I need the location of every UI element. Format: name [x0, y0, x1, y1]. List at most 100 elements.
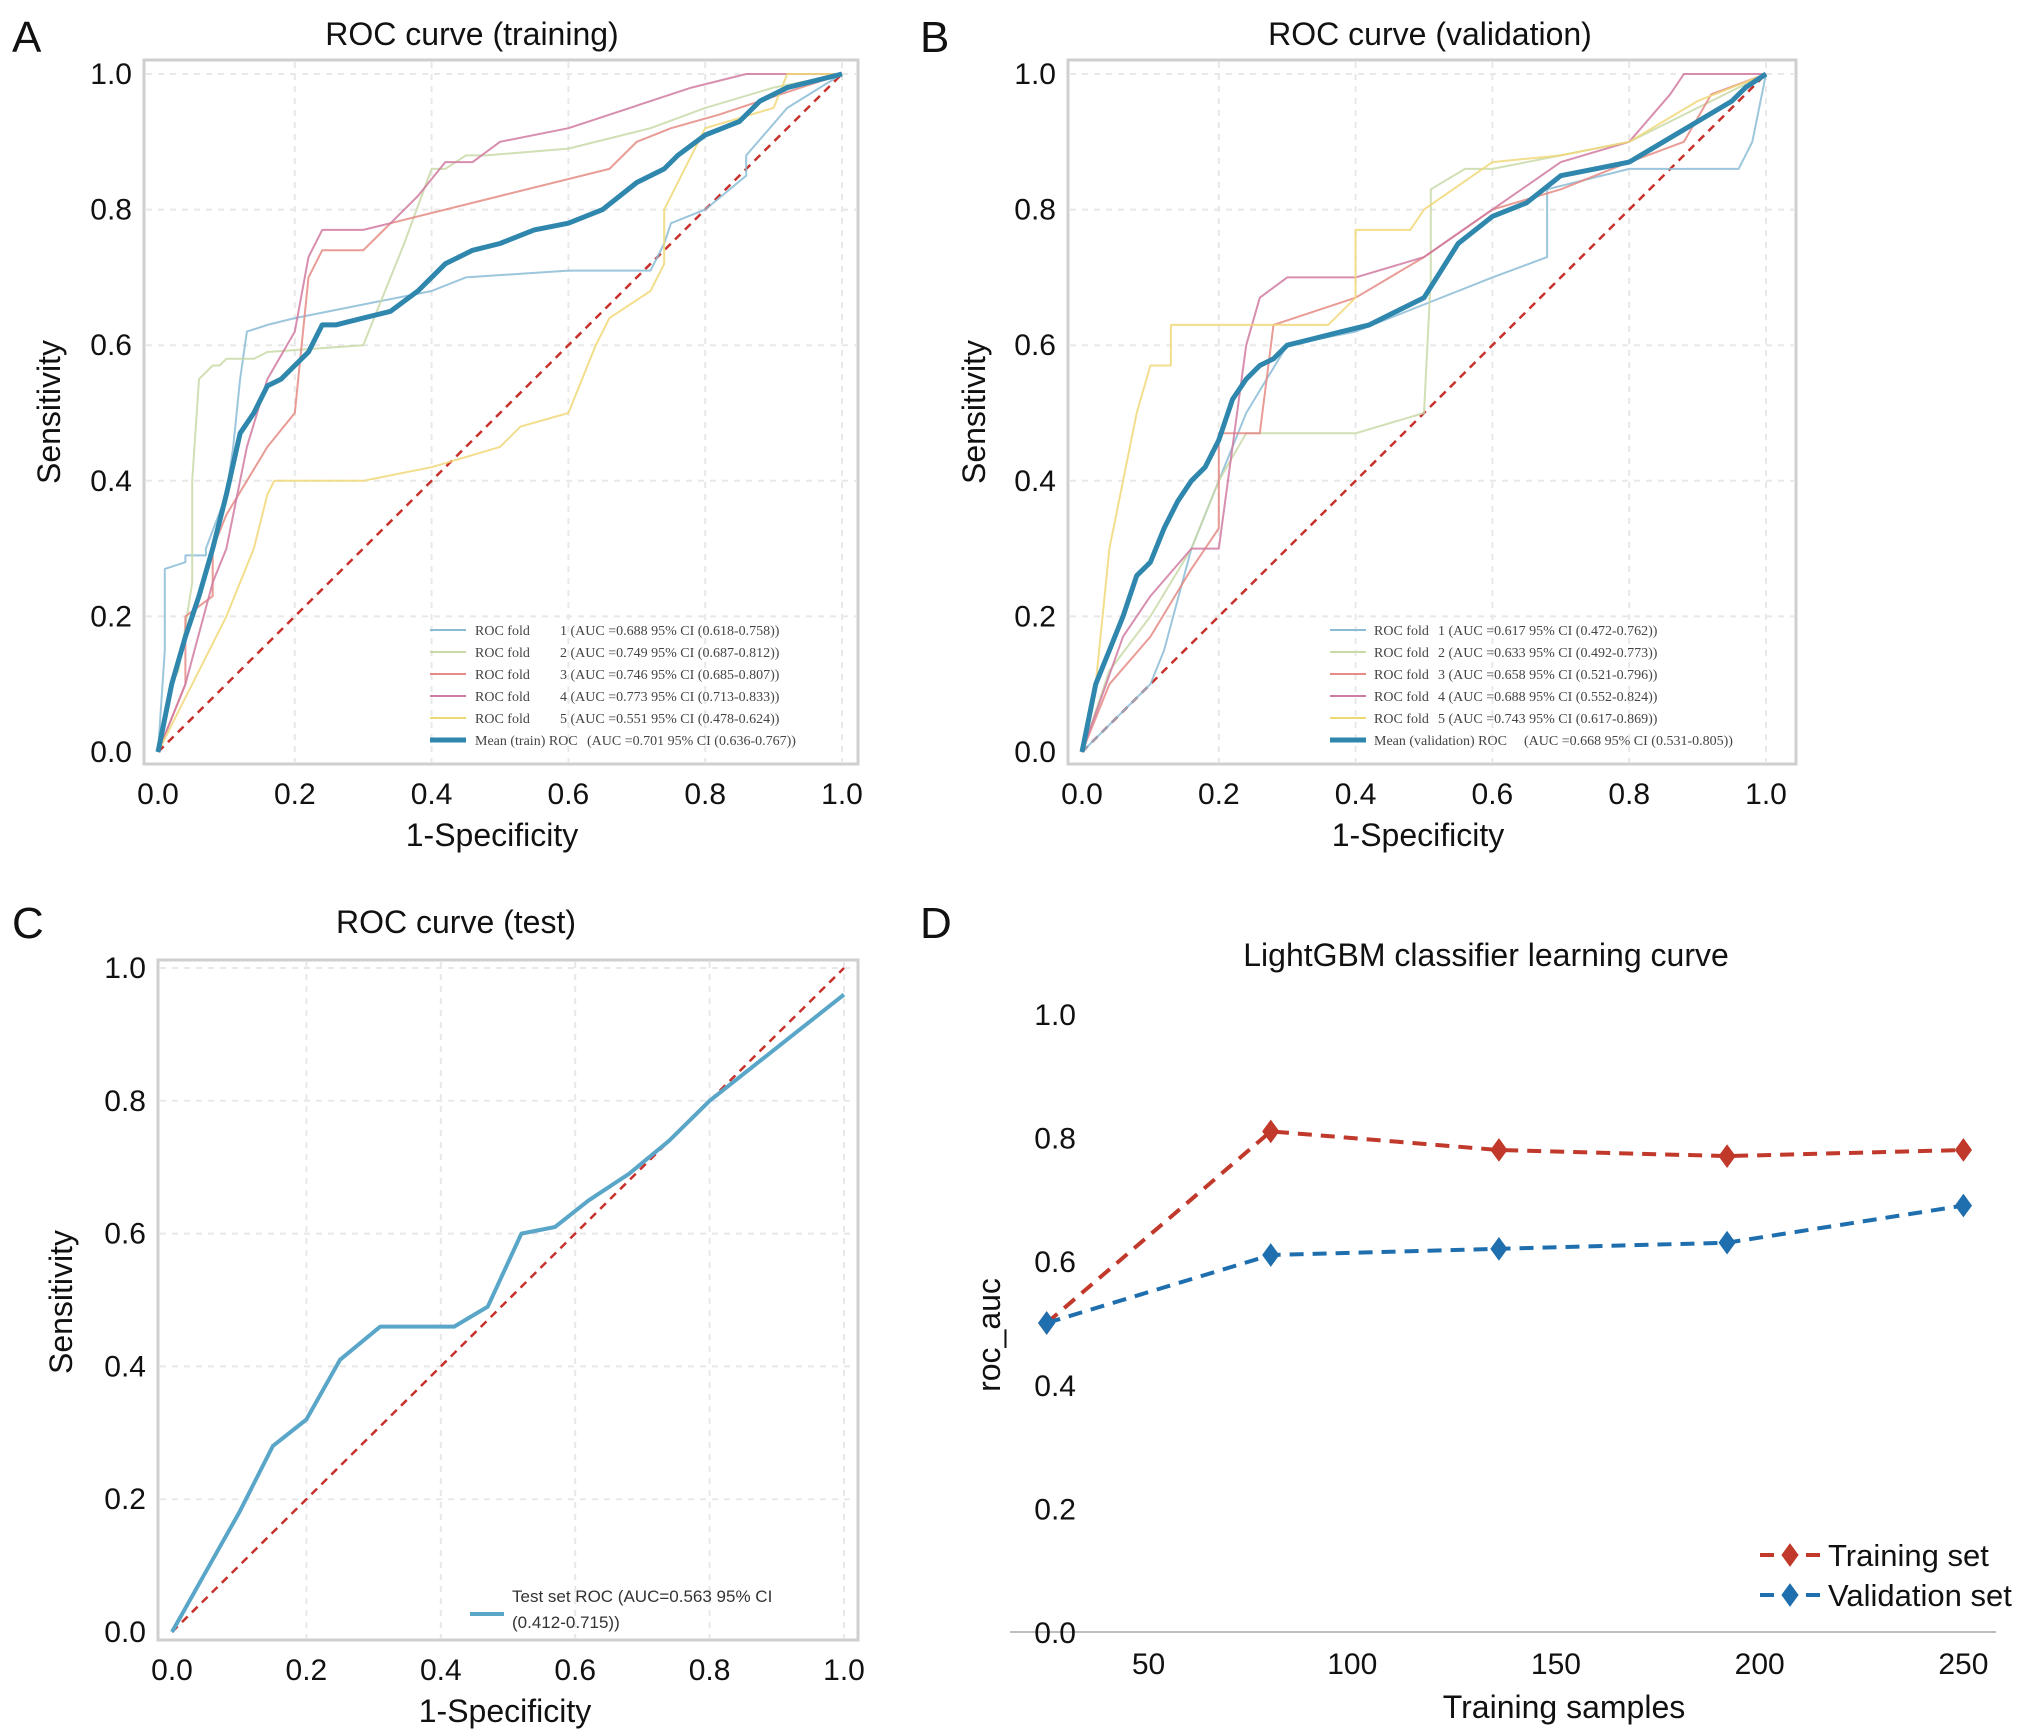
legend-value-fold5-b: 5 (AUC =0.743 95% CI (0.617-0.869)) — [1438, 712, 1658, 727]
y-axis-label-a: Sensitivity — [31, 340, 67, 484]
panel-d: D LightGBM classifier learning curve 0.0… — [920, 899, 2012, 1725]
legend-label-test: Test set ROC (AUC=0.563 95% CI — [512, 1587, 772, 1606]
data-point-validation — [1954, 1193, 1973, 1218]
panel-a: A ROC curve (training) 0.0 0.2 0.4 0.6 0.8 1.… — [12, 13, 863, 853]
roc-curve-fold1-b — [1081, 73, 1767, 753]
data-point-training — [1262, 1119, 1280, 1144]
chart-title-d: LightGBM classifier learning curve — [1243, 937, 1729, 973]
legend-label-fold1-a: ROC fold — [475, 624, 530, 639]
y-tick-label-d: 0.8 — [1034, 1123, 1076, 1156]
legend-label-mean-b: Mean (validation) ROC — [1374, 734, 1507, 749]
x-tick-label-c: 0.4 — [420, 1654, 462, 1687]
legend-marker-training — [1781, 1543, 1799, 1567]
legend-label-fold3-b: ROC fold — [1374, 668, 1429, 683]
data-point-training — [1490, 1138, 1508, 1162]
x-tick-label-d: 50 — [1132, 1648, 1165, 1681]
legend-label-mean-a: Mean (train) ROC — [475, 734, 578, 749]
data-point-training — [1718, 1144, 1736, 1168]
roc-curve-test-c — [170, 993, 846, 1633]
y-tick-label-d: 0.6 — [1034, 1246, 1076, 1279]
panel-c: C ROC curve (test) 0.0 0.2 0.4 0.6 0.8 1.00.0… — [12, 899, 865, 1729]
y-tick-label-a: 0.2 — [90, 600, 132, 633]
plot-area-b: 0.0 0.2 0.4 0.6 0.8 1.0 0.0 0.2 0.4 0.6 0.8 1.0 ROC … — [1014, 58, 1798, 811]
legend-label-fold1-b: ROC fold — [1374, 624, 1429, 639]
y-tick-label-a: 0.0 — [90, 736, 132, 769]
y-tick-label-a: 0.8 — [90, 194, 132, 227]
y-tick-label-b: 0.0 — [1014, 736, 1056, 769]
x-tick-label-d: 100 — [1327, 1648, 1377, 1681]
legend-label-fold4-b: ROC fold — [1374, 690, 1429, 705]
legend-value-fold4-b: 4 (AUC =0.688 95% CI (0.552-0.824)) — [1438, 690, 1658, 705]
x-tick-label-a: 1.0 — [821, 778, 863, 811]
y-tick-label-c: 0.4 — [104, 1350, 146, 1383]
y-tick-label-b: 0.4 — [1014, 465, 1056, 498]
x-tick-label-a: 0.8 — [684, 778, 726, 811]
legend-value-fold1-a: 1 (AUC =0.688 95% CI (0.618-0.758)) — [560, 624, 780, 639]
y-tick-label-d: 0.0 — [1034, 1617, 1076, 1650]
legend-label-fold2-a: ROC fold — [475, 646, 530, 661]
legend-value-fold3-b: 3 (AUC =0.658 95% CI (0.521-0.796)) — [1438, 668, 1658, 683]
y-tick-label-c: 0.8 — [104, 1085, 146, 1118]
x-tick-label-b: 1.0 — [1745, 778, 1787, 811]
y-tick-label-d: 1.0 — [1034, 999, 1076, 1032]
y-tick-label-c: 1.0 — [104, 952, 146, 985]
legend-value-fold3-a: 3 (AUC =0.746 95% CI (0.685-0.807)) — [560, 668, 780, 683]
x-tick-label-b: 0.6 — [1472, 778, 1514, 811]
y-tick-label-a: 0.6 — [90, 329, 132, 362]
x-tick-label-d: 200 — [1735, 1648, 1785, 1681]
x-tick-label-c: 0.0 — [151, 1654, 193, 1687]
roc-curve-fold2-a — [157, 73, 843, 753]
panel-b: B ROC curve (validation) 0.0 0.2 0.4 0.6 0.8… — [920, 13, 1798, 853]
x-tick-label-b: 0.0 — [1061, 778, 1103, 811]
plot-area-c: 0.0 0.2 0.4 0.6 0.8 1.0 0.0 0.2 0.4 0.6 0.8 1.0 Test… — [104, 952, 865, 1687]
data-point-validation — [1490, 1236, 1508, 1261]
learning-curve-validation — [1046, 1203, 1964, 1325]
legend-label-fold2-b: ROC fold — [1374, 646, 1429, 661]
plot-area-a: 0.0 0.2 0.4 0.6 0.8 1.0 0.0 0.2 0.4 0.6 0.8 1.0 ROC … — [90, 58, 863, 811]
x-axis-label-b: 1-Specificity — [1332, 817, 1505, 853]
x-tick-label-b: 0.2 — [1198, 778, 1240, 811]
y-tick-label-a: 0.4 — [90, 465, 132, 498]
data-point-validation — [1038, 1311, 1056, 1335]
x-tick-label-a: 0.0 — [137, 778, 179, 811]
roc-curve-fold3-b — [1081, 73, 1767, 753]
panel-letter-d: D — [920, 899, 952, 948]
legend-label-fold5-b: ROC fold — [1374, 712, 1429, 727]
x-tick-label-a: 0.2 — [274, 778, 316, 811]
x-axis-label-d: Training samples — [1443, 1689, 1685, 1725]
legend-label-fold3-a: ROC fold — [475, 668, 530, 683]
legend-value-fold4-a: 4 (AUC =0.773 95% CI (0.713-0.833)) — [560, 690, 780, 705]
legend-label-fold4-a: ROC fold — [475, 690, 530, 705]
data-point-training — [1954, 1138, 1973, 1162]
legend-label-fold5-a: ROC fold — [475, 712, 530, 727]
legend-label-training: Training set — [1828, 1538, 1989, 1573]
y-tick-label-b: 0.6 — [1014, 329, 1056, 362]
chance-line-c — [171, 967, 845, 1633]
roc-curve-fold3-a — [157, 73, 843, 753]
roc-curve-mean-a — [155, 71, 843, 753]
chart-title-a: ROC curve (training) — [325, 16, 618, 52]
legend-value-fold2-b: 2 (AUC =0.633 95% CI (0.492-0.773)) — [1438, 646, 1658, 661]
legend-marker-validation — [1781, 1583, 1799, 1607]
chart-title-c: ROC curve (test) — [336, 904, 576, 940]
x-tick-label-c: 0.6 — [554, 1654, 596, 1687]
y-tick-label-b: 0.2 — [1014, 600, 1056, 633]
y-tick-label-b: 1.0 — [1014, 58, 1056, 91]
plot-frame-a — [142, 58, 860, 766]
y-tick-label-c: 0.2 — [104, 1483, 146, 1516]
panel-letter-c: C — [12, 899, 44, 948]
x-tick-label-b: 0.8 — [1608, 778, 1650, 811]
x-tick-label-c: 0.2 — [286, 1654, 328, 1687]
roc-curve-fold5-b — [1081, 73, 1767, 753]
data-point-validation — [1718, 1230, 1736, 1255]
y-tick-label-b: 0.8 — [1014, 194, 1056, 227]
x-tick-label-c: 0.8 — [689, 1654, 731, 1687]
panel-letter-b: B — [920, 13, 949, 62]
x-tick-label-c: 1.0 — [823, 1654, 865, 1687]
roc-curve-fold4-a — [157, 73, 842, 753]
legend-value-fold2-a: 2 (AUC =0.749 95% CI (0.687-0.812)) — [560, 646, 780, 661]
x-axis-label-c: 1-Specificity — [419, 1693, 592, 1729]
x-tick-label-d: 150 — [1531, 1648, 1581, 1681]
y-tick-label-a: 1.0 — [90, 58, 132, 91]
